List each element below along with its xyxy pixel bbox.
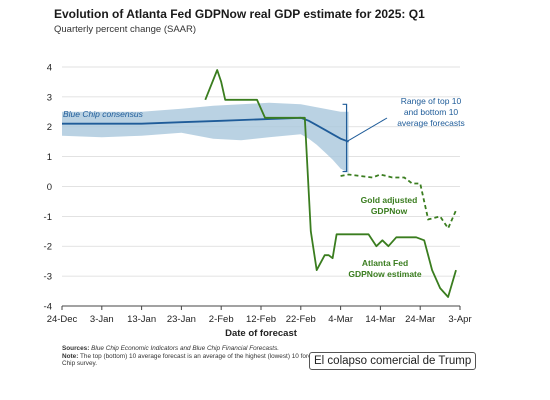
x-tick-label-1: 3-Jan <box>90 314 114 325</box>
forecast-range-band-layer <box>62 102 349 173</box>
x-tick-label-7: 4-Mar <box>328 314 353 325</box>
axes: -4 -3 -2 -1 0 1 2 3 4 24-Dec 3-Jan 13-Jan 23-Jan 2-Fe… <box>44 62 472 339</box>
sources-text: Blue Chip Economic Indicators and Blue C… <box>91 345 280 352</box>
x-tick-label-8: 14-Mar <box>365 314 395 325</box>
x-tick-label-2: 13-Jan <box>127 314 156 325</box>
series-layer <box>62 69 457 298</box>
y-tick-label-2: 2 <box>47 122 52 133</box>
y-tick-label-3: 3 <box>47 92 52 103</box>
range-label-line-2: average forecasts <box>397 118 465 128</box>
range-bracket <box>342 103 348 173</box>
range-leader-line <box>346 117 388 143</box>
forecast-range-band <box>62 102 349 173</box>
y-tick-label--3: -3 <box>44 272 52 283</box>
x-tick-label-6: 22-Feb <box>286 314 316 325</box>
gold-adjusted-label-line-0: Gold adjusted <box>361 195 418 205</box>
sources-line: Sources: Blue Chip Economic Indicators a… <box>62 345 362 353</box>
y-tick-label--4: -4 <box>44 302 52 313</box>
chart-title: Evolution of Atlanta Fed GDPNow real GDP… <box>54 7 425 21</box>
gold-adjusted-label-line-1: GDPNow <box>371 206 408 216</box>
x-tick-label-3: 23-Jan <box>167 314 196 325</box>
x-tick-label-4: 2-Feb <box>209 314 234 325</box>
sources-label: Sources: <box>62 345 90 352</box>
gold-adjusted-gdpnow-line <box>340 173 457 231</box>
y-tick-label--2: -2 <box>44 242 52 253</box>
y-tick-label-4: 4 <box>47 62 52 73</box>
gdpnow-label-line-0: Atlanta Fed <box>362 258 408 268</box>
x-tick-label-10: 3-Apr <box>448 314 471 325</box>
x-axis-title: Date of forecast <box>225 328 298 339</box>
chart-footnote: Sources: Blue Chip Economic Indicators a… <box>62 345 362 368</box>
gdpnow-label-line-1: GDPNow estimate <box>348 269 421 279</box>
x-tick-label-0: 24-Dec <box>47 314 78 325</box>
blue-chip-consensus-label: Blue Chip consensus <box>63 109 144 119</box>
image-caption: El colapso comercial de Trump <box>309 352 477 370</box>
range-label-line-1: and bottom 10 <box>404 107 459 117</box>
y-tick-label-1: 1 <box>47 152 52 163</box>
note-text: The top (bottom) 10 average forecast is … <box>62 352 359 368</box>
chart-subtitle: Quarterly percent change (SAAR) <box>54 24 197 35</box>
y-tick-label-0: 0 <box>47 182 52 193</box>
note-line: Note: The top (bottom) 10 average foreca… <box>62 353 362 368</box>
gdpnow-estimate-line <box>204 69 457 298</box>
x-tick-label-5: 12-Feb <box>246 314 276 325</box>
range-label-line-0: Range of top 10 <box>401 96 462 106</box>
x-tick-label-9: 24-Mar <box>405 314 435 325</box>
y-tick-label--1: -1 <box>44 212 52 223</box>
note-label: Note: <box>62 352 79 360</box>
